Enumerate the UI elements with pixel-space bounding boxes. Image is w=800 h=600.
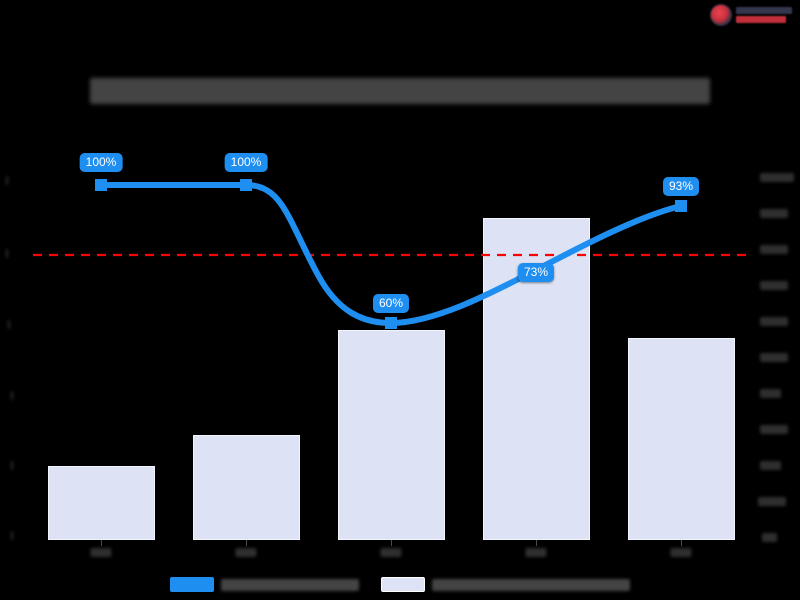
brand-logo-text [736, 7, 792, 23]
x-axis-tick-label: ███ [525, 548, 547, 558]
x-axis-tick-label: ███ [235, 548, 257, 558]
chart-legend: █████████ ████████ █████████ ██ ████████… [0, 577, 800, 592]
bar-category-3[interactable] [338, 330, 445, 540]
left-axis-tick-label: ███ [8, 320, 10, 330]
brand-logo [710, 4, 792, 26]
right-axis-tick-label: ████ [760, 245, 788, 255]
plot-area: 100% 100% 60% 73% 93% [33, 153, 748, 546]
x-tick-mark [101, 540, 102, 546]
bar-category-1[interactable] [48, 466, 155, 540]
right-axis-tick-label: ████ [760, 281, 788, 291]
bar-category-5[interactable] [628, 338, 735, 540]
legend-swatch-line-icon [170, 577, 215, 592]
brand-logo-text-line-1 [736, 7, 792, 14]
brand-logo-text-line-2 [736, 16, 786, 23]
left-axis-tick-label: ███ [6, 176, 8, 186]
x-axis-tick-label: ███ [380, 548, 402, 558]
x-tick-mark [246, 540, 247, 546]
series-overlay [33, 179, 748, 329]
legend-swatch-bar-icon [380, 577, 425, 592]
line-marker-point-5[interactable] [675, 200, 687, 212]
x-tick-mark [681, 540, 682, 546]
left-axis-tick-label: ██ [11, 461, 13, 471]
right-axis-tick-label: ███ [760, 389, 782, 399]
x-axis-tick-label: ███ [670, 548, 692, 558]
data-label-point-4: 73% [517, 263, 555, 282]
chart-title-text: ██████ ████████ █████ ████ ███ █████████ [89, 78, 711, 105]
data-label-point-2: 100% [224, 153, 268, 172]
x-axis-tick-label: ███ [90, 548, 112, 558]
legend-item-line-series[interactable]: █████████ ████████ [170, 577, 359, 592]
right-axis-tick-label: ████ [760, 209, 788, 219]
line-marker-point-3[interactable] [385, 317, 397, 329]
x-tick-mark [391, 540, 392, 546]
right-axis-tick-label: ████ [760, 353, 788, 363]
x-tick-mark [536, 540, 537, 546]
data-label-point-3: 60% [372, 294, 410, 313]
right-axis-tick-label: ████ [760, 317, 788, 327]
left-axis-tick-label: ██ [11, 531, 13, 541]
chart-title: ██████ ████████ █████ ████ ███ █████████ [0, 78, 800, 105]
right-axis-tick-label: ███ [760, 461, 782, 471]
legend-item-bar-series[interactable]: █████████ ██ ████████ █████ [380, 577, 630, 592]
left-axis-tick-label: ██ [11, 391, 13, 401]
line-marker-point-2[interactable] [240, 179, 252, 191]
x-axis-labels: ███ ███ ███ ███ ███ [33, 548, 748, 564]
data-label-point-1: 100% [79, 153, 123, 172]
left-axis-tick-label: ███ [6, 249, 8, 259]
right-axis-tick-label: ████ [758, 497, 786, 507]
brand-logo-mark-icon [710, 4, 732, 26]
legend-label-bar-series: █████████ ██ ████████ █████ [431, 579, 630, 591]
right-axis-tick-label: █████ [760, 173, 794, 183]
line-marker-point-1[interactable] [95, 179, 107, 191]
data-label-point-5: 93% [662, 177, 700, 196]
bar-category-2[interactable] [193, 435, 300, 540]
legend-label-line-series: █████████ ████████ [221, 579, 359, 591]
right-axis-tick-label: ████ [760, 425, 788, 435]
right-axis-tick-label: ██ [762, 533, 777, 543]
